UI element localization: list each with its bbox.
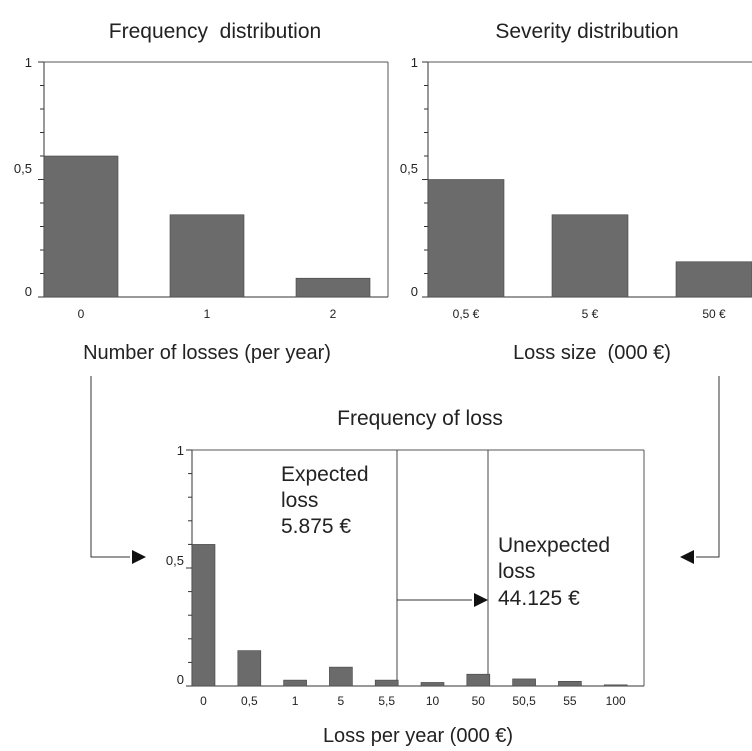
loss-bar-10: [420, 682, 445, 687]
loss-xtick-10: 10: [426, 694, 440, 708]
expected-loss-annotation: Expected loss 5.875 €: [281, 463, 369, 538]
sev-ytick-0: 0: [411, 284, 418, 299]
loss-bar-50: [466, 673, 491, 687]
loss-bar-100: [603, 684, 628, 687]
loss-bar-5: [329, 666, 353, 687]
unexpected-loss-line-1: Unexpected: [498, 534, 610, 557]
loss-ytick-1: 1: [177, 443, 184, 458]
freq-x-tick-labels: 0 1 2: [78, 307, 337, 321]
loss-bar-1: [283, 679, 307, 687]
freq-ytick-0: 0: [25, 284, 32, 299]
loss-bar-0: [191, 544, 216, 687]
loss-xtick-1: 1: [292, 694, 299, 708]
frequency-of-loss-title: Frequency of loss: [337, 407, 503, 430]
severity-distribution-chart: Severity distribution 1 0,5 0 0,5 € 5 € 50…: [400, 20, 752, 364]
freq-bar-0: [43, 155, 119, 298]
loss-xtick-0: 0: [200, 694, 207, 708]
sev-bar-5: [551, 214, 629, 298]
loss-x-tick-labels: 0 0,5 1 5 5,5 10 50 50,5 55 100: [200, 694, 626, 708]
loss-bar-50-5: [512, 678, 536, 687]
sev-y-minor-ticks: [422, 61, 428, 298]
sev-ytick-1: 1: [411, 55, 418, 70]
frequency-distribution-title: Frequency distribution: [109, 20, 321, 43]
frequency-distribution-chart: Frequency distribution 1 0,5 0 0 1 2 Numbe…: [14, 20, 389, 364]
sev-xtick-5: 5 €: [582, 307, 599, 321]
connector-arrows: [90, 376, 720, 564]
loss-bar-0-5: [237, 650, 262, 687]
freq-bars: [43, 155, 371, 298]
expected-loss-line-1: Expected: [281, 463, 369, 486]
freq-bar-1: [169, 214, 245, 298]
loss-ytick-0-5: 0,5: [166, 553, 184, 568]
loss-xtick-50: 50: [472, 694, 486, 708]
loss-ytick-0: 0: [177, 672, 184, 687]
freq-ytick-1: 1: [25, 55, 32, 70]
right-connector-line: [696, 376, 720, 558]
sev-x-tick-labels: 0,5 € 5 € 50 €: [453, 307, 726, 321]
sev-xtick-50: 50 €: [702, 307, 726, 321]
freq-bar-2: [295, 277, 371, 298]
sev-bar-0-5: [427, 179, 505, 298]
expected-loss-line-2: loss: [281, 489, 318, 512]
loss-y-minor-ticks: [186, 449, 192, 687]
unexpected-loss-annotation: Unexpected loss 44.125 €: [498, 534, 610, 610]
unexpected-loss-value: 44.125 €: [498, 587, 580, 610]
loss-xtick-0-5: 0,5: [241, 694, 258, 708]
loss-xtick-55: 55: [563, 694, 577, 708]
freq-xtick-1: 1: [204, 307, 211, 321]
left-arrow-icon: [132, 550, 146, 564]
loss-bar-5-5: [374, 679, 399, 687]
freq-x-axis-label: Number of losses (per year): [83, 342, 331, 364]
loss-xtick-5-5: 5,5: [378, 694, 395, 708]
sev-xtick-0-5: 0,5 €: [453, 307, 480, 321]
loss-bar-55: [558, 680, 582, 687]
freq-xtick-2: 2: [330, 307, 337, 321]
unexpected-loss-line-2: loss: [498, 560, 535, 583]
expected-loss-value: 5.875 €: [281, 515, 351, 538]
severity-distribution-title: Severity distribution: [495, 20, 678, 43]
frequency-of-loss-chart: Frequency of loss 1 0,5 0 0 0,5 1 5 5,5 10 50 5…: [166, 407, 645, 747]
unexpected-loss-arrow-icon: [474, 593, 488, 607]
loss-x-axis-label: Loss per year (000 €): [323, 725, 513, 747]
sev-bar-50: [675, 261, 752, 298]
right-arrow-icon: [680, 550, 694, 564]
sev-ytick-0-5: 0,5: [400, 161, 418, 176]
freq-ytick-0-5: 0,5: [14, 161, 32, 176]
loss-bars: [191, 544, 628, 687]
left-connector-line: [90, 376, 130, 558]
loss-xtick-100: 100: [606, 694, 626, 708]
freq-xtick-0: 0: [78, 307, 85, 321]
freq-y-minor-ticks: [38, 61, 44, 298]
loss-xtick-50-5: 50,5: [512, 694, 536, 708]
sev-bars: [427, 179, 752, 298]
loss-xtick-5: 5: [338, 694, 345, 708]
sev-x-axis-label: Loss size (000 €): [513, 342, 671, 364]
